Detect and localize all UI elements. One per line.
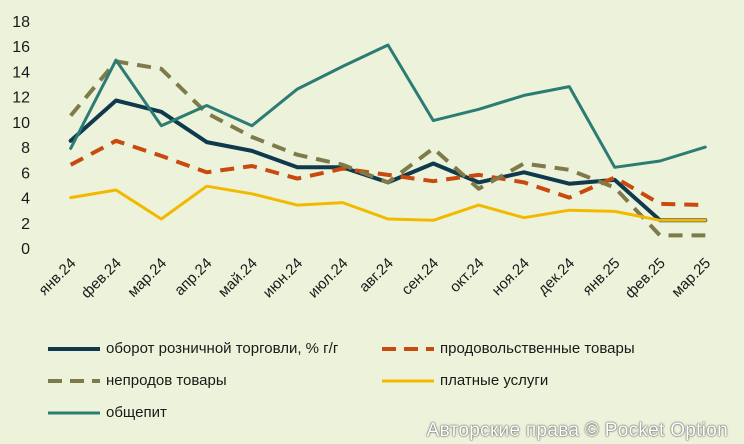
x-tick-label: июн.24: [260, 255, 307, 302]
y-tick-label: 14: [12, 64, 30, 81]
series-line: [69, 43, 707, 169]
watermark: Авторские права © Pocket Option: [426, 420, 728, 441]
legend-label-nonfood: непродов товары: [106, 372, 227, 389]
y-tick-label: 2: [21, 216, 30, 233]
x-tick-label: апр.24: [171, 255, 215, 299]
y-tick-label: 4: [21, 191, 30, 208]
legend-label-food: продовольственные товары: [440, 340, 635, 357]
x-tick-label: мар.24: [124, 255, 170, 301]
legend-label-services: платные услуги: [440, 372, 549, 389]
y-tick-label: 12: [12, 90, 30, 107]
x-tick-label: окт.24: [446, 255, 487, 296]
series-line: [69, 59, 706, 238]
x-tick-label: мар.25: [668, 255, 714, 301]
legend-item-catering: общепит: [48, 404, 167, 421]
x-tick-label: авг.24: [356, 255, 397, 296]
x-tick-label: янв.24: [35, 255, 79, 299]
legend-item-services: платные услуги: [382, 372, 548, 389]
x-tick-label: май.24: [215, 255, 261, 301]
x-tick-label: фев.24: [78, 255, 125, 302]
legend-item-nonfood: непродов товары: [48, 372, 227, 389]
legend-swatch-catering: [48, 411, 100, 414]
y-tick-label: 8: [21, 140, 30, 157]
legend-item-retail: оборот розничной торговли, % г/г: [48, 340, 338, 357]
x-tick-label: фев.25: [622, 255, 669, 302]
legend-label-catering: общепит: [106, 404, 167, 421]
y-tick-label: 18: [12, 14, 30, 31]
y-tick-label: 0: [21, 241, 30, 258]
legend-swatch-retail: [48, 346, 100, 351]
y-tick-label: 6: [21, 165, 30, 182]
x-tick-label: июл.24: [305, 255, 352, 302]
x-tick-label: янв.25: [579, 255, 623, 299]
series-line: [69, 184, 707, 222]
y-tick-label: 16: [12, 39, 30, 56]
x-tick-label: дек.24: [535, 255, 578, 298]
series-line: [69, 138, 706, 208]
legend: оборот розничной торговли, % г/г продово…: [0, 330, 744, 430]
y-tick-label: 10: [12, 115, 30, 132]
legend-swatch-nonfood: [48, 378, 100, 383]
x-tick-label: сен.24: [398, 255, 442, 299]
legend-label-retail: оборот розничной торговли, % г/г: [106, 340, 339, 357]
legend-item-food: продовольственные товары: [382, 340, 635, 357]
legend-swatch-services: [382, 379, 434, 382]
legend-swatch-food: [382, 346, 434, 351]
x-tick-label: ноя.24: [489, 255, 533, 299]
